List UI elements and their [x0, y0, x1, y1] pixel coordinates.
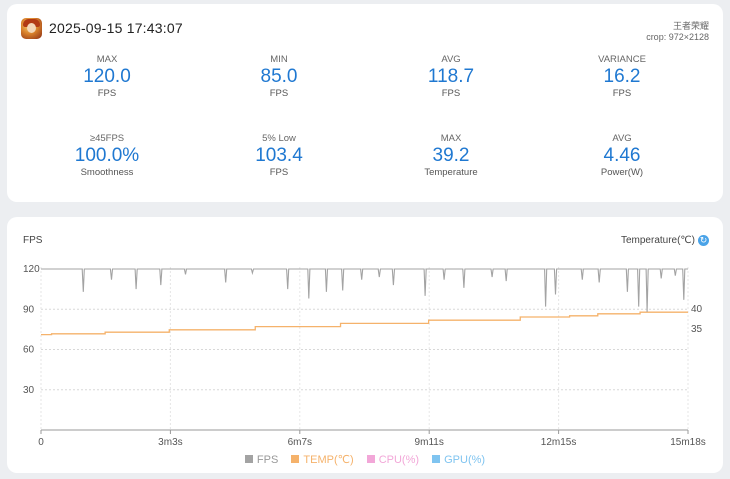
fps-temperature-chart: 120 90 60 30 0 3m3s 6m7s 9m11s 12m15s 15m18s 40 35 — [23, 264, 706, 448]
x-tick-label: 0 — [38, 437, 44, 448]
stat-value: 39.2 — [432, 145, 470, 166]
stat-label: VARIANCE — [598, 54, 646, 65]
x-tick-label: 15m18s — [670, 437, 706, 448]
legend-label-cpu: CPU(%) — [378, 454, 420, 466]
stat-label: MAX — [96, 54, 118, 65]
crop-info: crop: 972×2128 — [646, 32, 709, 42]
stat-value: 100.0% — [74, 145, 140, 166]
legend-swatch-temp — [291, 455, 300, 463]
stat-value: 118.7 — [427, 66, 475, 87]
stat-unit: FPS — [269, 167, 289, 178]
stat-unit: Temperature — [424, 167, 478, 178]
legend-label-fps: FPS — [256, 454, 279, 466]
x-tick-label: 3m3s — [158, 437, 182, 448]
y-right-tick-label: 40 — [691, 304, 703, 315]
y-tick-label: 90 — [23, 304, 35, 315]
stat-avg-fps: AVG 118.7 FPS — [391, 54, 511, 99]
game-app-icon — [21, 18, 42, 39]
stat-label: AVG — [441, 54, 461, 65]
y-tick-label: 60 — [23, 345, 35, 356]
y-right-tick-label: 35 — [691, 324, 703, 335]
y-tick-label: 120 — [23, 264, 40, 275]
stat-variance-fps: VARIANCE 16.2 FPS — [562, 54, 682, 99]
stat-label: MIN — [270, 54, 288, 65]
stat-unit: FPS — [612, 88, 632, 99]
stat-value: 16.2 — [603, 66, 641, 87]
stat-value: 85.0 — [260, 66, 298, 87]
chart-legend: FPS TEMP(℃) CPU(%) GPU(%) — [7, 453, 723, 466]
stat-avg-power: AVG 4.46 Power(W) — [562, 133, 682, 178]
x-tick-label: 9m11s — [415, 437, 444, 448]
legend-item-gpu[interactable]: GPU(%) — [432, 454, 485, 466]
legend-item-fps[interactable]: FPS — [244, 454, 279, 466]
stat-unit: FPS — [97, 88, 117, 99]
temperature-series-line — [41, 311, 688, 336]
stat-label: MAX — [440, 133, 462, 144]
legend-label-gpu: GPU(%) — [444, 454, 486, 466]
chart-right-axis-title[interactable]: Temperature(℃) — [620, 235, 695, 246]
stat-5pct-low: 5% Low 103.4 FPS — [219, 133, 339, 178]
chart-left-axis-title: FPS — [23, 235, 43, 246]
stat-min-fps: MIN 85.0 FPS — [219, 54, 339, 99]
legend-swatch-cpu — [366, 455, 375, 463]
x-tick-label: 6m7s — [288, 437, 312, 448]
y-tick-label: 30 — [23, 385, 35, 396]
performance-chart-card: FPS Temperature(℃) ↻ 120 90 60 30 0 3m3s 6m7s 9… — [7, 217, 723, 473]
stat-max-temperature: MAX 39.2 Temperature — [391, 133, 511, 178]
x-tick-label: 12m15s — [541, 437, 577, 448]
summary-card: 2025-09-15 17:43:07 王者荣耀 crop: 972×2128 … — [7, 4, 723, 202]
stat-value: 103.4 — [255, 145, 303, 166]
stat-label: AVG — [612, 133, 632, 144]
legend-item-temp[interactable]: TEMP(℃) — [291, 453, 354, 466]
stat-value: 120.0 — [83, 66, 131, 87]
legend-swatch-gpu — [432, 455, 441, 463]
stat-max-fps: MAX 120.0 FPS — [47, 54, 167, 99]
stat-smoothness: ≥45FPS 100.0% Smoothness — [47, 133, 167, 178]
legend-swatch-fps — [244, 455, 253, 463]
stat-label: ≥45FPS — [89, 133, 125, 144]
stat-unit: Smoothness — [80, 167, 134, 178]
stat-value: 4.46 — [603, 145, 641, 166]
session-datetime: 2025-09-15 17:43:07 — [49, 20, 183, 36]
refresh-icon[interactable]: ↻ — [698, 235, 709, 246]
stat-unit: Power(W) — [600, 167, 644, 178]
stat-label: 5% Low — [262, 133, 296, 144]
legend-label-temp: TEMP(℃) — [303, 454, 354, 466]
legend-item-cpu[interactable]: CPU(%) — [366, 454, 420, 466]
stat-unit: FPS — [441, 88, 461, 99]
game-name: 王者荣耀 — [672, 21, 709, 31]
fps-series-line — [41, 268, 688, 312]
stat-unit: FPS — [269, 88, 289, 99]
